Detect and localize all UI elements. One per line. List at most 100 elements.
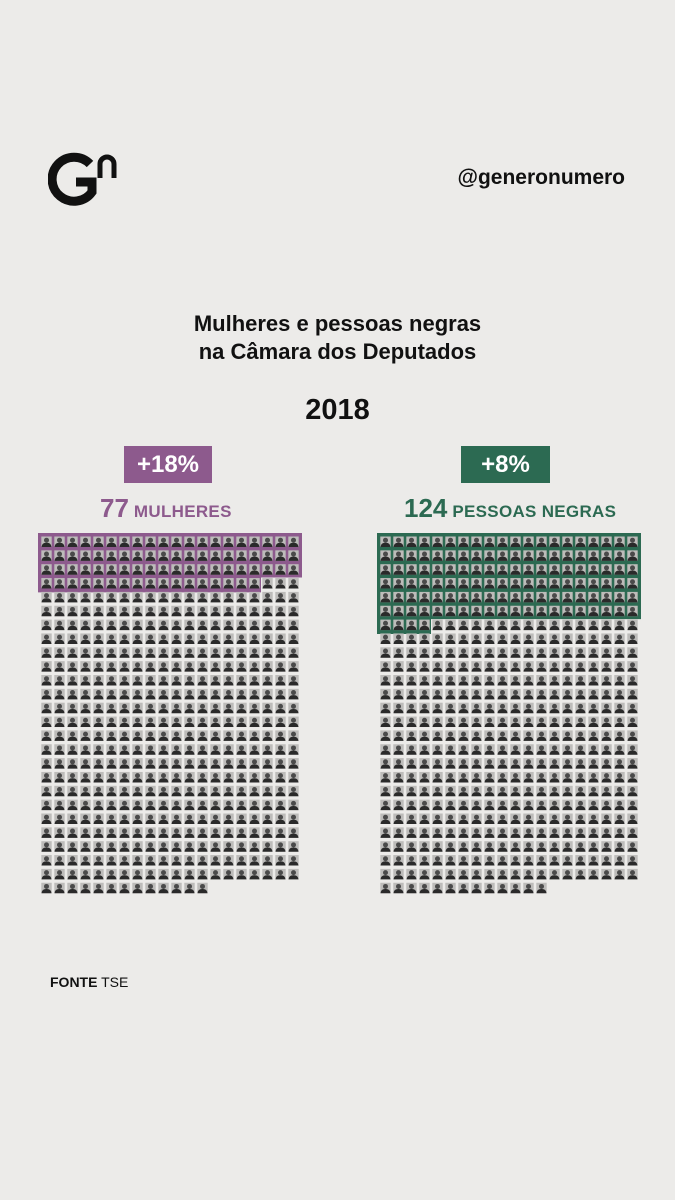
women-person-icon xyxy=(210,702,221,714)
black-people-highlighted-person-icon xyxy=(380,578,391,589)
black-people-person-icon xyxy=(614,868,625,880)
black-people-highlighted-person-icon xyxy=(406,578,417,589)
black-people-highlighted-person-icon xyxy=(419,550,430,561)
women-person-icon xyxy=(132,882,143,894)
black-people-person-icon xyxy=(406,633,417,644)
black-people-person-icon xyxy=(601,716,612,728)
black-people-person-icon xyxy=(497,758,508,769)
black-people-highlighted-person-icon xyxy=(536,564,547,575)
black-people-person-icon xyxy=(562,688,573,700)
black-people-person-icon xyxy=(406,785,417,797)
women-highlighted-person-icon xyxy=(158,564,169,575)
women-person-icon xyxy=(145,633,156,644)
women-person-icon xyxy=(249,619,260,631)
black-people-person-icon xyxy=(380,716,391,728)
women-person-icon xyxy=(236,799,247,811)
women-highlighted-person-icon xyxy=(80,564,91,575)
black-people-person-icon xyxy=(484,647,495,658)
black-people-highlighted-person-icon xyxy=(627,591,638,603)
women-highlighted-person-icon xyxy=(41,564,52,575)
women-person-icon xyxy=(158,647,169,658)
black-people-person-icon xyxy=(510,882,521,894)
black-people-highlighted-person-icon xyxy=(614,536,625,547)
black-people-person-icon xyxy=(614,855,625,866)
women-person-icon xyxy=(275,675,286,686)
black-people-person-icon xyxy=(614,799,625,811)
black-people-person-icon xyxy=(497,827,508,838)
women-person-icon xyxy=(184,661,195,672)
women-person-icon xyxy=(54,827,65,838)
black-people-person-icon xyxy=(445,647,456,658)
black-people-highlighted-person-icon xyxy=(380,605,391,617)
women-person-icon xyxy=(41,855,52,866)
black-people-person-icon xyxy=(575,827,586,838)
women-person-icon xyxy=(184,827,195,838)
women-person-icon xyxy=(119,868,130,880)
black-people-highlighted-person-icon xyxy=(562,564,573,575)
black-people-person-icon xyxy=(536,619,547,631)
women-person-icon xyxy=(41,591,52,603)
women-person-icon xyxy=(106,730,117,741)
source-label: FONTE xyxy=(50,974,98,990)
women-person-icon xyxy=(184,591,195,603)
black-people-person-icon xyxy=(380,827,391,838)
black-people-person-icon xyxy=(497,688,508,700)
women-person-icon xyxy=(184,647,195,658)
women-person-icon xyxy=(80,716,91,728)
black-people-person-icon xyxy=(406,813,417,824)
black-people-person-icon xyxy=(601,771,612,783)
women-person-icon xyxy=(249,827,260,838)
black-people-person-icon xyxy=(445,855,456,866)
women-person-icon xyxy=(67,661,78,672)
women-person-icon xyxy=(275,855,286,866)
women-highlighted-person-icon xyxy=(288,550,299,561)
black-people-highlighted-person-icon xyxy=(393,619,404,631)
women-label: MULHERES xyxy=(133,502,232,521)
women-person-icon xyxy=(54,841,65,852)
women-person-icon xyxy=(132,771,143,783)
black-people-person-icon xyxy=(432,771,443,783)
black-people-person-icon xyxy=(601,785,612,797)
women-person-icon xyxy=(249,688,260,700)
black-people-highlighted-person-icon xyxy=(601,550,612,561)
black-people-person-icon xyxy=(393,799,404,811)
black-people-person-icon xyxy=(588,813,599,824)
women-highlighted-person-icon xyxy=(262,536,273,547)
women-person-icon xyxy=(80,633,91,644)
black-people-person-icon xyxy=(510,730,521,741)
black-people-person-icon xyxy=(627,758,638,769)
women-person-icon xyxy=(275,758,286,769)
women-person-icon xyxy=(80,688,91,700)
black-people-highlighted-person-icon xyxy=(471,536,482,547)
black-people-person-icon xyxy=(458,716,469,728)
black-people-highlighted-person-icon xyxy=(575,605,586,617)
black-people-person-icon xyxy=(627,771,638,783)
black-people-person-icon xyxy=(380,688,391,700)
women-person-icon xyxy=(236,675,247,686)
women-person-icon xyxy=(223,730,234,741)
black-people-highlighted-person-icon xyxy=(419,591,430,603)
women-person-icon xyxy=(210,758,221,769)
black-people-highlighted-person-icon xyxy=(549,591,560,603)
women-person-icon xyxy=(106,647,117,658)
black-people-person-icon xyxy=(536,868,547,880)
women-person-icon xyxy=(249,675,260,686)
women-person-icon xyxy=(197,647,208,658)
women-person-icon xyxy=(197,661,208,672)
women-highlighted-person-icon xyxy=(275,550,286,561)
black-people-person-icon xyxy=(393,882,404,894)
black-people-person-icon xyxy=(614,716,625,728)
black-people-highlighted-person-icon xyxy=(484,591,495,603)
black-people-person-icon xyxy=(445,661,456,672)
black-people-person-icon xyxy=(393,702,404,714)
women-highlighted-person-icon xyxy=(132,564,143,575)
women-person-icon xyxy=(67,758,78,769)
black-people-person-icon xyxy=(536,758,547,769)
black-people-person-icon xyxy=(536,647,547,658)
black-people-person-icon xyxy=(458,868,469,880)
black-people-person-icon xyxy=(588,758,599,769)
women-person-icon xyxy=(171,730,182,741)
black-people-person-icon xyxy=(510,855,521,866)
women-person-icon xyxy=(93,841,104,852)
black-people-highlighted-person-icon xyxy=(523,536,534,547)
